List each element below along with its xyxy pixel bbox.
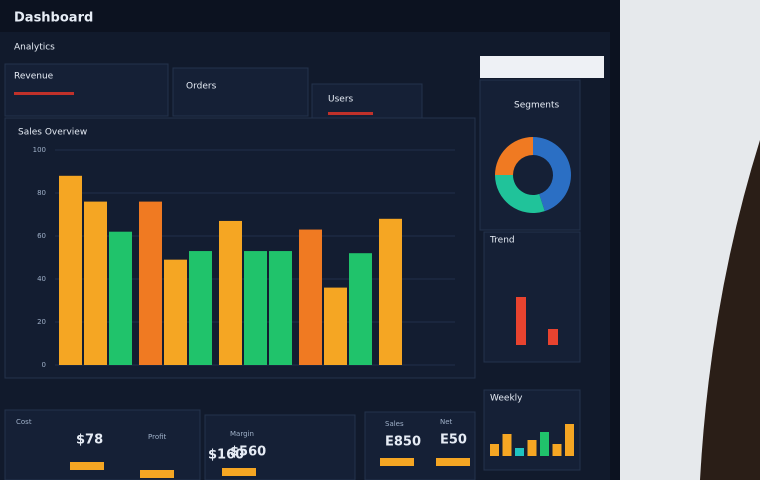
y-tick-label: 40 bbox=[37, 275, 46, 283]
bar bbox=[516, 297, 526, 345]
bar bbox=[164, 259, 187, 365]
y-tick-label: 20 bbox=[37, 318, 46, 326]
kpi-label: Revenue bbox=[14, 72, 54, 82]
card-accent bbox=[140, 470, 174, 478]
card-value: $560 bbox=[230, 445, 266, 460]
card-label: Net bbox=[440, 418, 453, 426]
bar bbox=[502, 434, 512, 456]
card-value: $160 bbox=[208, 448, 244, 463]
bar bbox=[244, 251, 267, 365]
donut-slice bbox=[495, 175, 545, 214]
side-title: Trend bbox=[489, 236, 515, 246]
bar bbox=[139, 201, 162, 365]
donut-title: Segments bbox=[514, 101, 560, 111]
card-value: $78 bbox=[76, 433, 103, 448]
bar bbox=[490, 444, 499, 456]
bar bbox=[527, 440, 537, 456]
bar bbox=[552, 444, 562, 456]
card-label: Cost bbox=[16, 418, 32, 426]
person-silhouette bbox=[700, 140, 760, 480]
y-tick-label: 100 bbox=[33, 146, 46, 154]
card-value: E850 bbox=[385, 435, 421, 450]
app-title: Dashboard bbox=[14, 11, 93, 26]
bar bbox=[349, 253, 372, 365]
bar bbox=[379, 218, 402, 365]
y-tick-label: 80 bbox=[37, 189, 46, 197]
card-accent bbox=[222, 468, 256, 476]
mini-title: Weekly bbox=[490, 394, 523, 404]
bar bbox=[548, 329, 558, 345]
search-box[interactable] bbox=[480, 56, 604, 78]
chart-title: Sales Overview bbox=[18, 128, 87, 138]
bar bbox=[189, 251, 212, 365]
bar bbox=[84, 201, 107, 365]
bar bbox=[540, 432, 549, 456]
card-accent bbox=[70, 462, 104, 470]
kpi-accent bbox=[328, 112, 373, 115]
card-accent bbox=[436, 458, 470, 466]
card-label: Sales bbox=[385, 420, 404, 428]
donut-slice bbox=[533, 137, 571, 212]
bar bbox=[109, 231, 132, 365]
y-tick-label: 0 bbox=[42, 361, 46, 369]
app-subtitle: Analytics bbox=[14, 43, 55, 53]
bar bbox=[59, 175, 82, 365]
card-accent bbox=[380, 458, 414, 466]
bar bbox=[565, 424, 574, 456]
y-tick-label: 60 bbox=[37, 232, 46, 240]
card-label: Margin bbox=[230, 430, 254, 438]
card-value: E50 bbox=[440, 433, 467, 448]
kpi-label: Users bbox=[328, 95, 354, 105]
kpi-accent bbox=[14, 92, 74, 95]
donut-slice bbox=[495, 137, 533, 175]
bar bbox=[299, 229, 322, 365]
bar bbox=[269, 251, 292, 365]
bar bbox=[515, 448, 524, 456]
bar bbox=[219, 220, 242, 365]
kpi-label: Orders bbox=[186, 82, 217, 92]
bar bbox=[324, 287, 347, 365]
card-label: Profit bbox=[148, 433, 167, 441]
